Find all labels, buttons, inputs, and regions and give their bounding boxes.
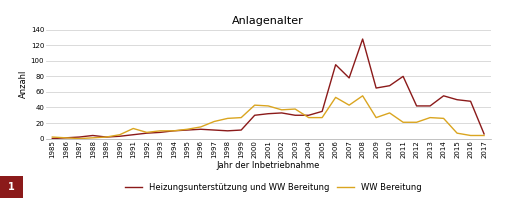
Heizungsunterstützung und WW Bereitung [319, 110, 325, 112]
Heizungsunterstützung und WW Bereitung [305, 114, 311, 116]
Heizungsunterstützung und WW Bereitung [413, 105, 419, 107]
Heizungsunterstützung und WW Bereitung [332, 64, 338, 66]
WW Bereitung [359, 95, 365, 97]
WW Bereitung [103, 136, 109, 138]
Heizungsunterstützung und WW Bereitung [184, 129, 190, 131]
WW Bereitung [238, 116, 244, 119]
WW Bereitung [467, 134, 473, 137]
Heizungsunterstützung und WW Bereitung [117, 135, 123, 137]
WW Bereitung [224, 117, 230, 120]
WW Bereitung [157, 130, 163, 132]
WW Bereitung [117, 133, 123, 136]
Heizungsunterstützung und WW Bereitung [426, 105, 432, 107]
WW Bereitung [413, 121, 419, 124]
WW Bereitung [251, 104, 257, 106]
Heizungsunterstützung und WW Bereitung [480, 133, 486, 135]
Y-axis label: Anzahl: Anzahl [19, 70, 28, 98]
Heizungsunterstützung und WW Bereitung [386, 85, 392, 87]
Title: Anlagenalter: Anlagenalter [232, 16, 304, 26]
WW Bereitung [143, 131, 149, 134]
Heizungsunterstützung und WW Bereitung [224, 130, 230, 132]
X-axis label: Jahr der Inbetriebnahme: Jahr der Inbetriebnahme [216, 161, 319, 170]
Heizungsunterstützung und WW Bereitung [453, 99, 459, 101]
Heizungsunterstützung und WW Bereitung [157, 131, 163, 134]
WW Bereitung [49, 136, 55, 138]
Heizungsunterstützung und WW Bereitung [130, 133, 136, 136]
WW Bereitung [440, 117, 446, 120]
WW Bereitung [184, 128, 190, 130]
WW Bereitung [332, 96, 338, 99]
Text: 1: 1 [8, 182, 15, 192]
WW Bereitung [426, 116, 432, 119]
Heizungsunterstützung und WW Bereitung [49, 137, 55, 140]
WW Bereitung [453, 132, 459, 134]
Heizungsunterstützung und WW Bereitung [265, 112, 271, 115]
WW Bereitung [170, 130, 176, 132]
Heizungsunterstützung und WW Bereitung [345, 77, 351, 79]
WW Bereitung [211, 120, 217, 123]
Heizungsunterstützung und WW Bereitung [211, 129, 217, 131]
Heizungsunterstützung und WW Bereitung [89, 134, 95, 137]
Heizungsunterstützung und WW Bereitung [143, 132, 149, 134]
Heizungsunterstützung und WW Bereitung [467, 100, 473, 102]
WW Bereitung [345, 104, 351, 106]
Line: WW Bereitung: WW Bereitung [52, 96, 483, 139]
WW Bereitung [197, 126, 204, 128]
Legend: Heizungsunterstützung und WW Bereitung, WW Bereitung: Heizungsunterstützung und WW Bereitung, … [125, 183, 420, 192]
WW Bereitung [89, 137, 95, 139]
Heizungsunterstützung und WW Bereitung [238, 129, 244, 131]
WW Bereitung [291, 108, 297, 110]
Heizungsunterstützung und WW Bereitung [278, 112, 284, 114]
Heizungsunterstützung und WW Bereitung [76, 136, 82, 138]
Heizungsunterstützung und WW Bereitung [399, 75, 406, 78]
WW Bereitung [130, 127, 136, 130]
WW Bereitung [399, 121, 406, 124]
Heizungsunterstützung und WW Bereitung [440, 95, 446, 97]
WW Bereitung [305, 116, 311, 119]
WW Bereitung [63, 137, 69, 139]
WW Bereitung [480, 134, 486, 137]
Heizungsunterstützung und WW Bereitung [63, 137, 69, 139]
Line: Heizungsunterstützung und WW Bereitung: Heizungsunterstützung und WW Bereitung [52, 39, 483, 139]
WW Bereitung [265, 105, 271, 107]
WW Bereitung [76, 137, 82, 140]
Heizungsunterstützung und WW Bereitung [103, 136, 109, 138]
Heizungsunterstützung und WW Bereitung [197, 128, 204, 130]
Heizungsunterstützung und WW Bereitung [291, 114, 297, 116]
Heizungsunterstützung und WW Bereitung [170, 130, 176, 132]
WW Bereitung [386, 112, 392, 114]
WW Bereitung [372, 116, 378, 119]
WW Bereitung [319, 116, 325, 119]
Heizungsunterstützung und WW Bereitung [251, 114, 257, 116]
WW Bereitung [278, 109, 284, 111]
Heizungsunterstützung und WW Bereitung [372, 87, 378, 89]
Heizungsunterstützung und WW Bereitung [359, 38, 365, 40]
